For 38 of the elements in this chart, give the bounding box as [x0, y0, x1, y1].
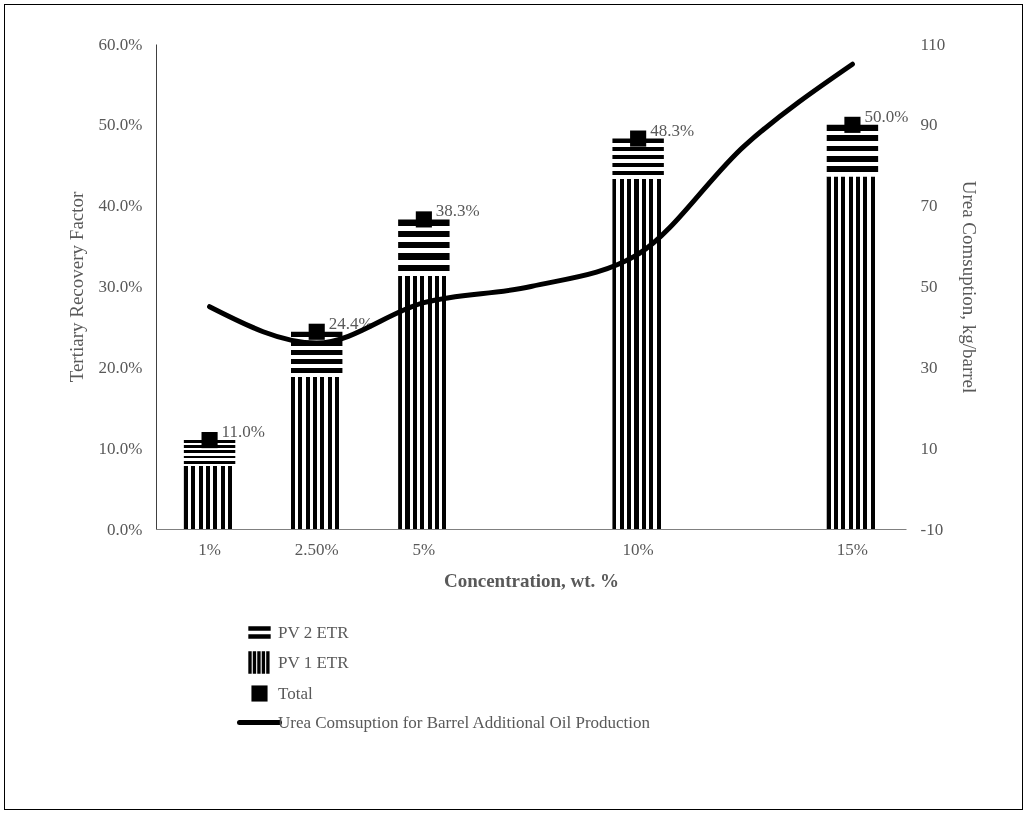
- y2-tick-label: 30: [920, 357, 938, 377]
- legend-label: Total: [278, 683, 313, 703]
- y2-tick-label: 50: [920, 277, 938, 296]
- point: [201, 432, 218, 449]
- bar: [183, 440, 236, 466]
- x-tick-label: 2.50%: [294, 539, 339, 559]
- y-tick-label: 60.0%: [98, 34, 143, 54]
- y2-tick-label: 90: [920, 115, 938, 135]
- point: [308, 323, 325, 340]
- y2-tick-label: 10: [920, 438, 938, 458]
- y-tick-label: 40.0%: [98, 196, 143, 216]
- x-axis-title: Concentration, wt. %: [443, 569, 620, 591]
- bar: [612, 178, 664, 529]
- y-tick-label: 50.0%: [98, 115, 143, 135]
- x-tick-label: 1%: [198, 539, 221, 559]
- data-label: 50.0%: [864, 106, 909, 126]
- legend-label: PV 1 ETR: [278, 652, 350, 672]
- y-tick-label: 20.0%: [98, 357, 143, 377]
- y-axis-title: Tertiary Recovery Factor: [65, 190, 87, 383]
- y-tick-label: 0.0%: [107, 519, 143, 539]
- bar: [826, 124, 879, 177]
- data-label: 48.3%: [650, 120, 695, 140]
- legend-label: Urea Comsuption for Barrel Additional Oil Production: [278, 712, 651, 732]
- legend-label: PV 2 ETR: [278, 622, 350, 642]
- point: [415, 211, 432, 228]
- x-tick-label: 15%: [836, 539, 869, 559]
- point: [844, 116, 861, 133]
- y2-tick-label: 110: [920, 34, 946, 54]
- x-tick-label: 10%: [622, 539, 654, 559]
- data-label: 11.0%: [221, 422, 265, 442]
- y2-axis-title: Urea Comsuption, kg/barrel: [959, 180, 981, 394]
- point: [630, 130, 647, 147]
- y-tick-label: 10.0%: [98, 438, 143, 458]
- y2-tick-label: -10: [920, 519, 944, 539]
- data-label: 38.3%: [435, 201, 480, 221]
- x-tick-label: 5%: [412, 539, 436, 559]
- y-tick-label: 30.0%: [98, 277, 143, 296]
- y2-tick-label: 70: [920, 196, 938, 216]
